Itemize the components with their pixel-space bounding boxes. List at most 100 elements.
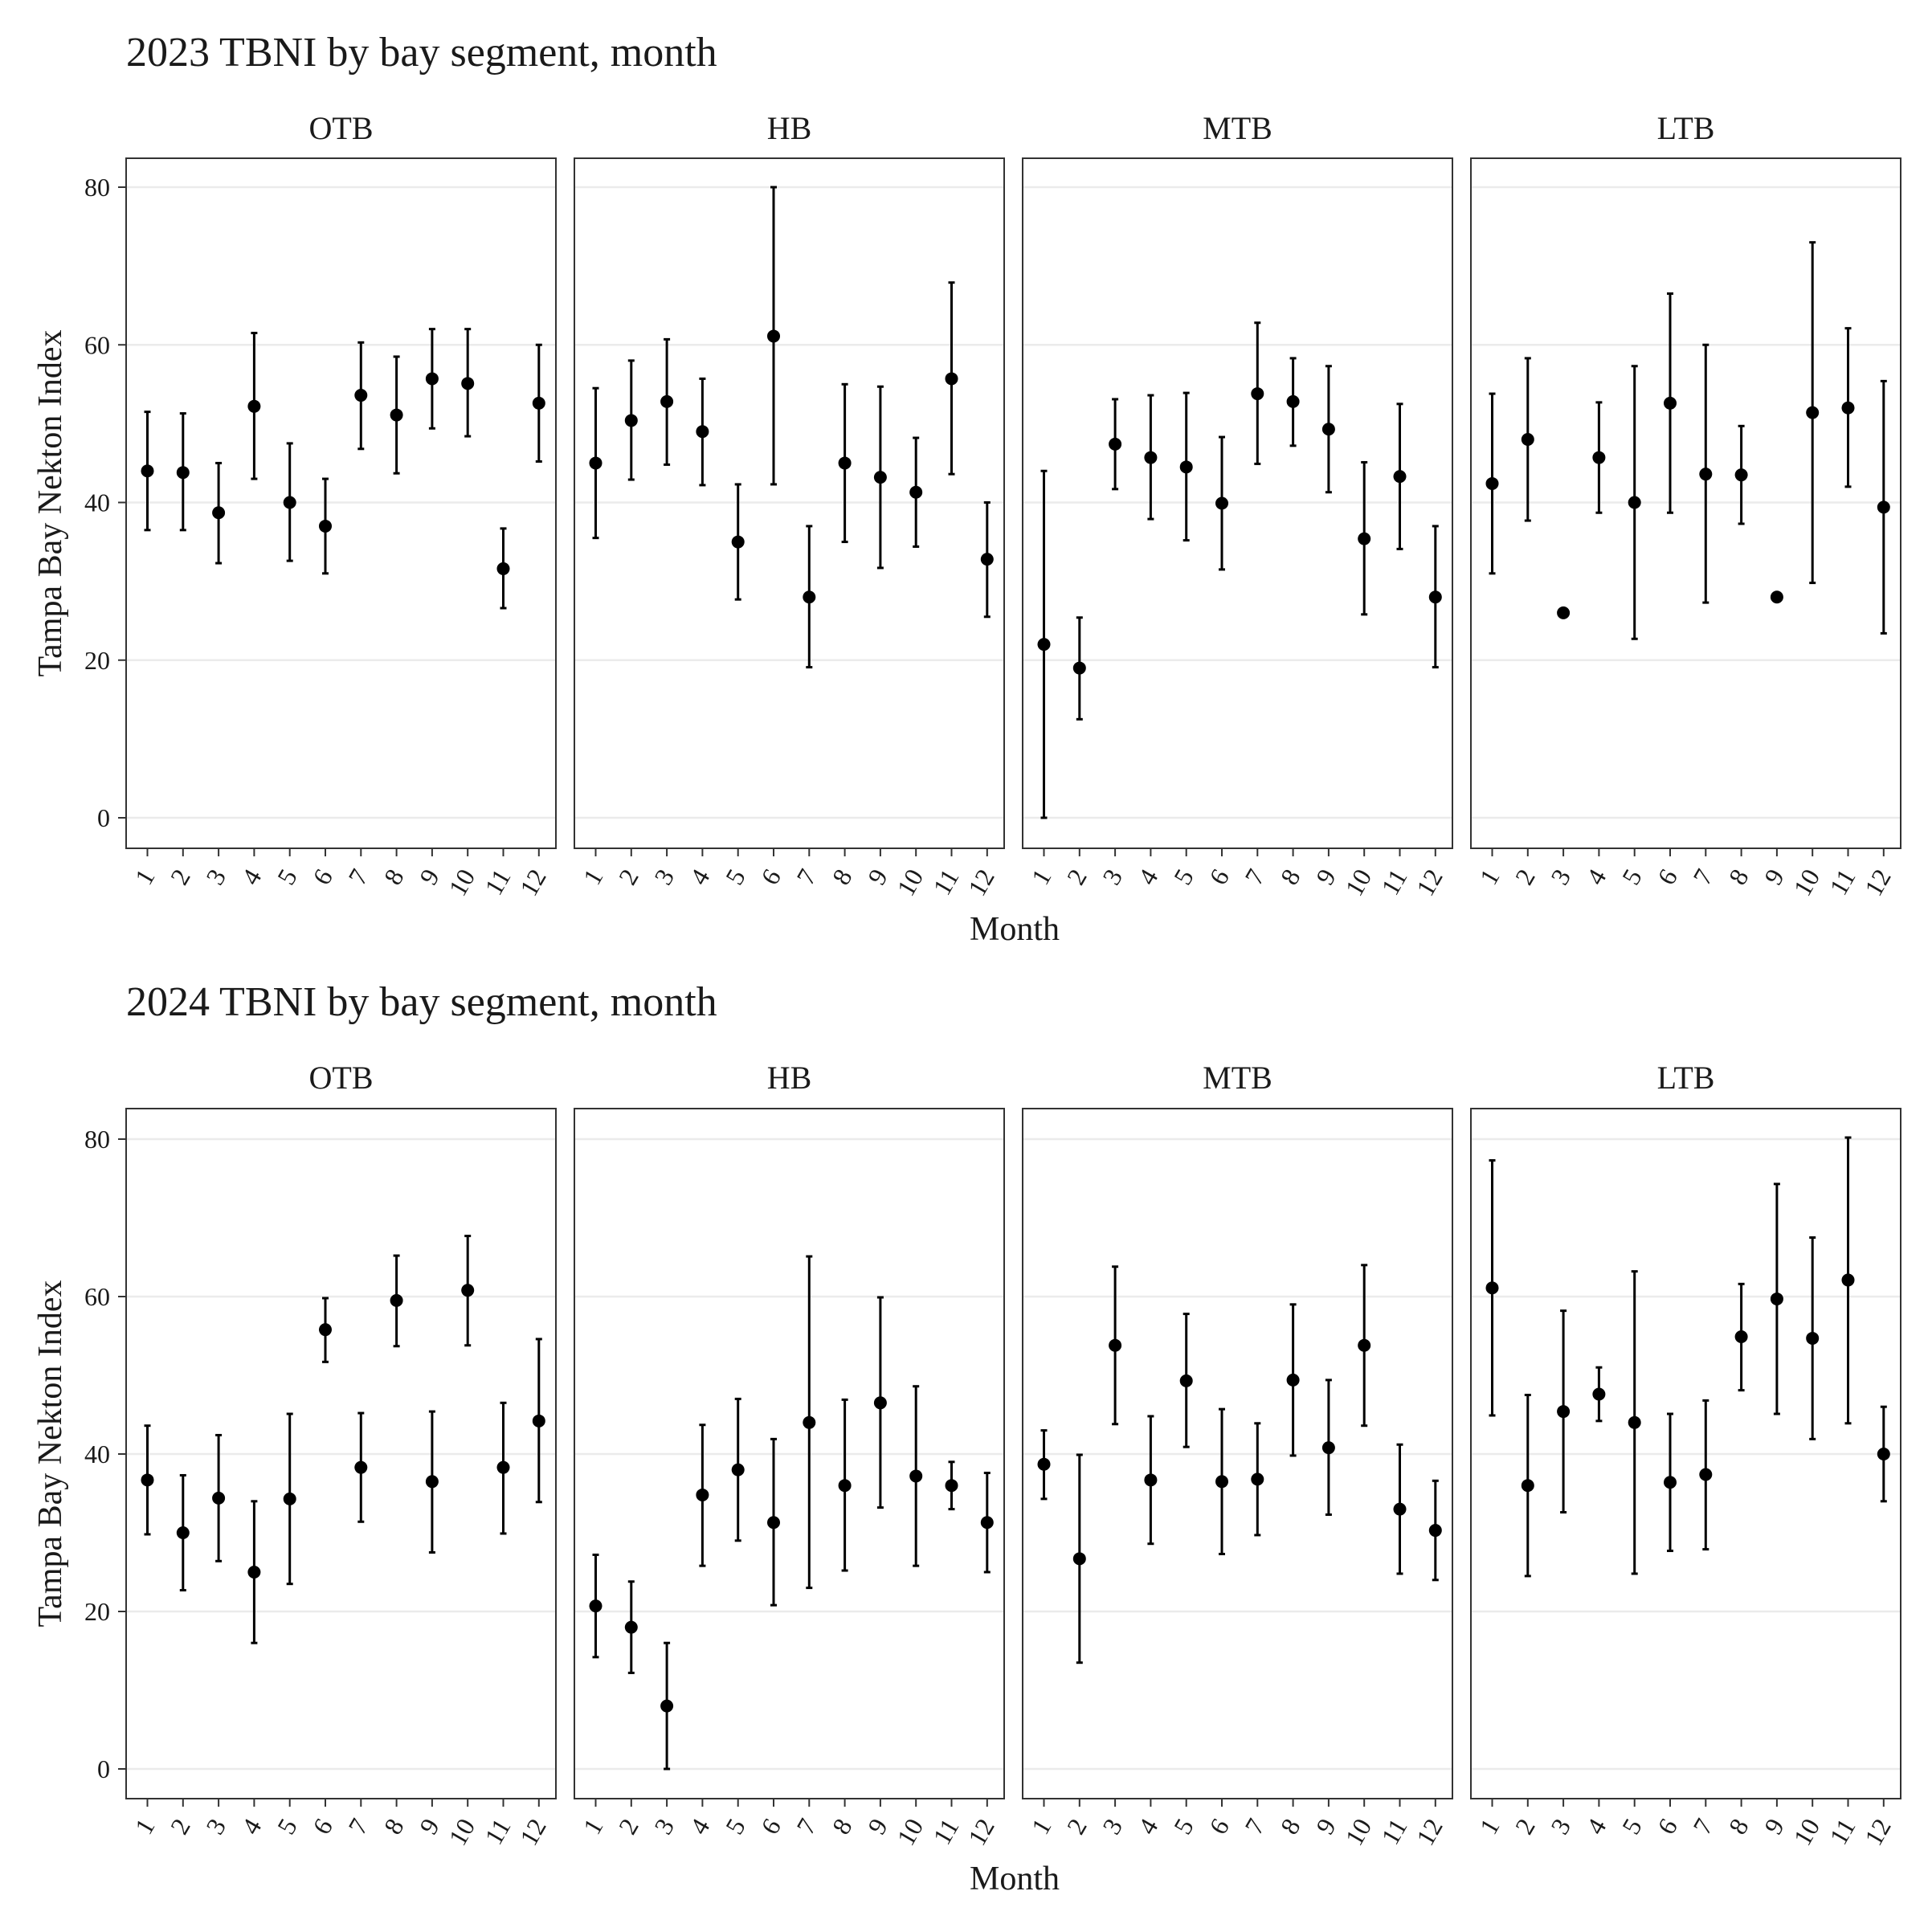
panel-strip-label: OTB	[309, 1060, 374, 1096]
x-tick-label: 11	[927, 864, 965, 901]
data-point	[1072, 661, 1086, 675]
chart-title: 2023 TBNI by bay segment, month	[126, 30, 717, 76]
data-point	[1841, 1273, 1855, 1287]
y-tick-label: 20	[84, 646, 110, 675]
panel-border	[1470, 157, 1901, 849]
x-tick-label: 4	[1132, 1814, 1163, 1840]
x-tick-label: 3	[1097, 1814, 1128, 1840]
data-point	[425, 1475, 439, 1489]
data-point	[1664, 396, 1677, 410]
x-tick-label: 5	[1168, 1814, 1199, 1840]
panel-border	[574, 1108, 1005, 1799]
x-tick-label: 11	[1824, 864, 1861, 901]
panel-strip-label: HB	[767, 110, 812, 146]
data-point	[1806, 406, 1820, 419]
y-tick-label: 80	[84, 1125, 110, 1154]
x-tick-label: 2	[1509, 1814, 1541, 1840]
data-point	[1485, 1281, 1499, 1295]
data-point	[319, 519, 332, 533]
data-point	[1485, 476, 1499, 490]
x-tick-label: 12	[514, 1814, 552, 1851]
data-point	[461, 377, 475, 390]
x-tick-label: 4	[684, 1814, 715, 1840]
data-point	[589, 1599, 602, 1613]
data-point	[838, 456, 852, 470]
data-point	[1628, 1415, 1641, 1429]
data-point	[1358, 532, 1371, 545]
data-point	[980, 553, 994, 566]
data-point	[1699, 1468, 1713, 1481]
data-point	[1321, 423, 1335, 436]
x-tick-label: 7	[1239, 864, 1270, 890]
data-point	[461, 1284, 475, 1297]
x-tick-label: 2	[1061, 864, 1093, 890]
data-point	[1321, 1441, 1335, 1455]
x-tick-label: 11	[1824, 1814, 1861, 1850]
data-point	[767, 329, 780, 343]
data-point	[1806, 1331, 1820, 1345]
x-tick-label: 5	[720, 1814, 751, 1840]
y-axis-title: Tampa Bay Nekton Index	[32, 1280, 69, 1627]
data-point	[624, 1620, 638, 1634]
x-tick-label: 1	[1025, 1814, 1056, 1840]
x-tick-label: 8	[1722, 1814, 1754, 1840]
x-tick-label: 11	[1375, 1814, 1413, 1850]
x-tick-label: 7	[1687, 864, 1718, 890]
panel-strip-label: MTB	[1203, 110, 1272, 146]
panel-border	[125, 157, 557, 849]
data-point	[247, 399, 261, 413]
x-tick-label: 11	[479, 1814, 517, 1850]
x-tick-label: 2	[165, 1814, 196, 1840]
panel-strip-label: OTB	[309, 110, 374, 146]
x-tick-label: 9	[1310, 864, 1342, 890]
data-point	[803, 1415, 816, 1429]
data-point	[1179, 460, 1193, 474]
y-axis-title: Tampa Bay Nekton Index	[32, 329, 69, 676]
data-point	[354, 389, 368, 402]
y-tick-label: 40	[84, 488, 110, 517]
x-tick-label: 7	[1239, 1814, 1270, 1840]
data-point	[589, 456, 602, 470]
panel-strip-label: LTB	[1657, 1060, 1715, 1096]
data-point	[425, 372, 439, 386]
x-tick-label: 9	[414, 864, 445, 890]
panel-border	[125, 1108, 557, 1799]
x-tick-label: 2	[613, 864, 644, 890]
x-tick-label: 1	[1025, 864, 1056, 890]
x-tick-label: 8	[1722, 864, 1754, 890]
panel-border	[1022, 157, 1453, 849]
data-point	[731, 535, 745, 549]
y-tick-label: 40	[84, 1440, 110, 1468]
data-point	[624, 414, 638, 427]
data-point	[1109, 1338, 1122, 1352]
x-tick-label: 6	[1652, 864, 1683, 890]
x-tick-label: 12	[962, 864, 1000, 901]
x-tick-label: 7	[790, 864, 822, 890]
x-tick-label: 5	[1168, 864, 1199, 890]
data-point	[247, 1566, 261, 1579]
data-point	[1393, 470, 1407, 484]
y-tick-label: 60	[84, 330, 110, 359]
data-point	[1144, 451, 1158, 464]
x-tick-label: 4	[684, 864, 715, 890]
data-point	[532, 396, 545, 410]
data-point	[496, 1460, 510, 1474]
x-tick-label: 10	[443, 864, 480, 901]
data-point	[390, 1293, 403, 1307]
x-tick-label: 2	[1061, 1814, 1093, 1840]
x-tick-label: 4	[235, 1814, 267, 1840]
x-tick-label: 5	[1616, 864, 1648, 890]
x-tick-label: 12	[1411, 864, 1448, 901]
panel-border	[1470, 1108, 1901, 1799]
data-point	[176, 466, 190, 480]
x-tick-label: 11	[1375, 864, 1413, 901]
data-point	[1037, 1457, 1051, 1471]
x-tick-label: 3	[200, 1814, 231, 1840]
x-tick-label: 8	[1274, 864, 1305, 890]
x-tick-label: 10	[891, 864, 929, 901]
x-tick-label: 1	[1473, 1814, 1505, 1840]
x-tick-label: 9	[1758, 1814, 1790, 1840]
data-point	[838, 1479, 852, 1493]
x-tick-label: 10	[891, 1814, 929, 1851]
